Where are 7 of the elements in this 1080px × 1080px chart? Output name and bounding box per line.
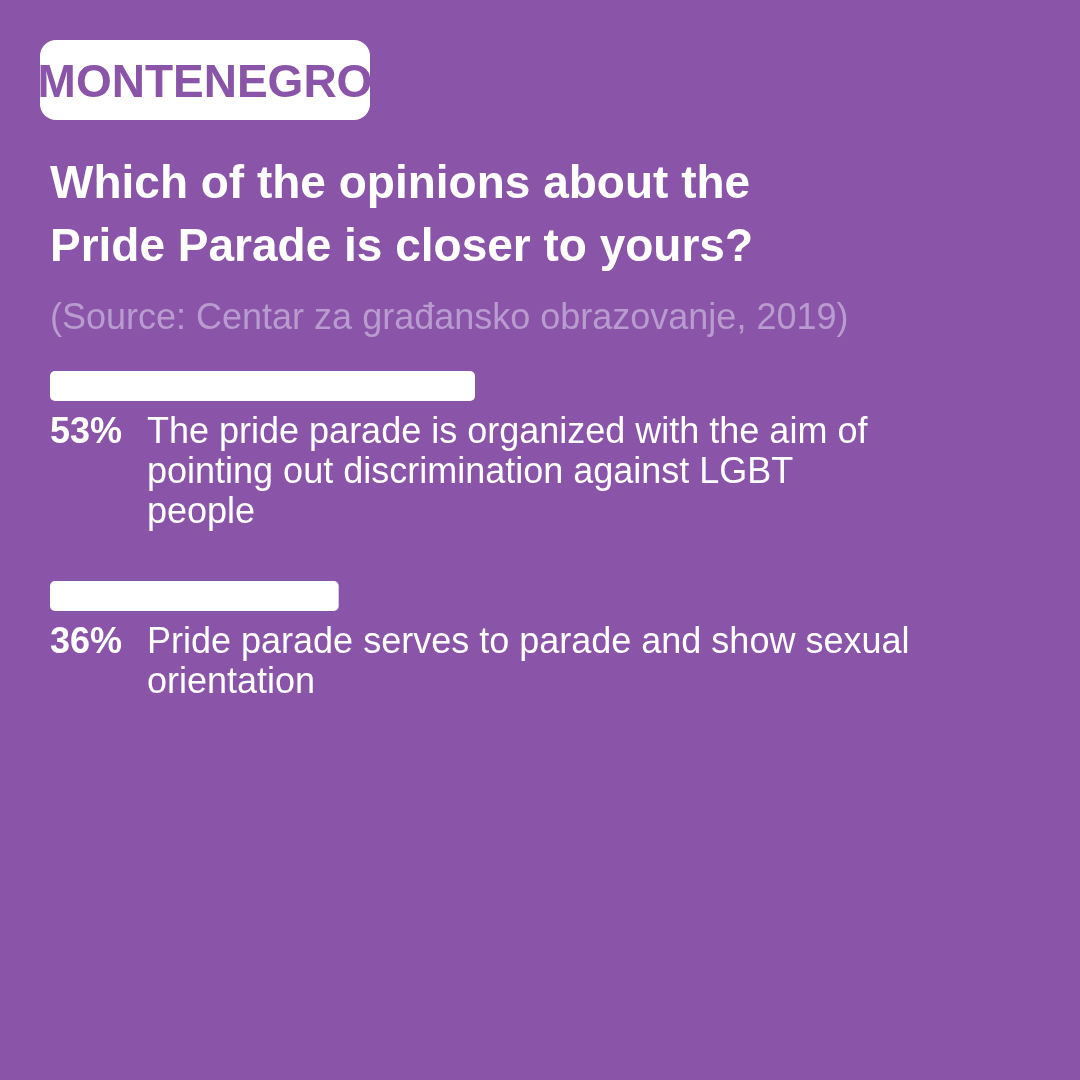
data-label: 36%	[50, 620, 123, 661]
y-tick-label: Pride parade serves to parade and show sexual orientation	[147, 620, 910, 701]
chart-subtitle: MONTENEGRO	[37, 55, 373, 107]
text: (Source: Centar za građansko obrazovanje, 2019)	[50, 296, 849, 337]
y-tick-label: The pride parade is organized with the aim of pointing out discrimination against LGBT people	[147, 410, 869, 531]
data-label: 53%	[50, 410, 123, 451]
chart-title: Which of the opinions about the Pride Parade is closer to yours?	[50, 156, 754, 271]
